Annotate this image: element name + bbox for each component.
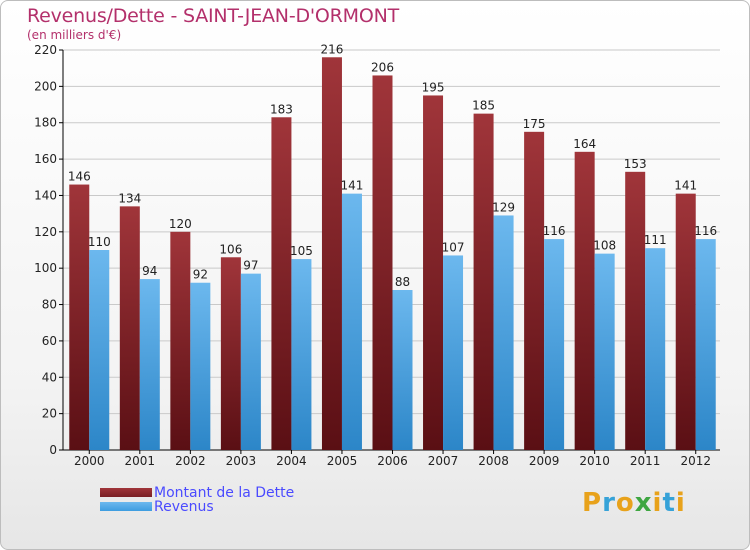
bar-debt xyxy=(220,257,241,450)
x-tick-label: 2005 xyxy=(327,454,358,468)
legend-swatch-revenue xyxy=(100,502,152,511)
bar-revenue xyxy=(594,253,615,450)
bar-revenue-label: 92 xyxy=(193,268,208,282)
bar-revenue-label: 105 xyxy=(290,244,313,258)
bar-debt-label: 183 xyxy=(270,102,293,116)
logo-letter: P xyxy=(582,488,603,518)
bar-revenue-label: 107 xyxy=(442,240,465,254)
legend-swatch-debt xyxy=(100,488,152,497)
bar-debt xyxy=(119,206,140,450)
bar-revenue-label: 110 xyxy=(88,235,111,249)
bar-revenue xyxy=(89,250,110,450)
y-tick-label: 60 xyxy=(42,334,57,348)
bar-revenue-label: 129 xyxy=(492,200,515,214)
bar-debt-label: 206 xyxy=(371,60,394,74)
bar-debt-label: 153 xyxy=(624,157,647,171)
x-tick-label: 2011 xyxy=(630,454,661,468)
chart-title: Revenus/Dette - SAINT-JEAN-D'ORMONT xyxy=(27,5,400,27)
bar-revenue xyxy=(341,193,362,451)
x-tick-label: 2012 xyxy=(680,454,711,468)
bar-revenue xyxy=(645,248,666,450)
bar-debt xyxy=(69,184,90,450)
bar-revenue-label: 97 xyxy=(243,259,258,273)
bar-revenue xyxy=(392,290,413,450)
y-tick-label: 160 xyxy=(34,152,57,166)
logo-letter: t xyxy=(662,488,676,518)
y-tick-label: 40 xyxy=(42,370,57,384)
bar-revenue xyxy=(544,239,565,450)
y-tick-label: 20 xyxy=(42,407,57,421)
y-tick-label: 120 xyxy=(34,225,57,239)
x-tick-label: 2002 xyxy=(175,454,206,468)
bar-revenue-label: 94 xyxy=(142,264,157,278)
logo-letter: x xyxy=(634,488,653,518)
y-tick-label: 180 xyxy=(34,116,57,130)
x-tick-label: 2003 xyxy=(226,454,257,468)
bar-revenue xyxy=(190,282,211,450)
bar-revenue-label: 116 xyxy=(694,224,717,238)
y-tick-label: 200 xyxy=(34,79,57,93)
bar-debt-label: 141 xyxy=(674,179,697,193)
bar-revenue xyxy=(443,255,464,450)
bar-debt xyxy=(271,117,292,450)
bar-revenue xyxy=(695,239,716,450)
bar-debt xyxy=(423,95,444,451)
bar-revenue-label: 141 xyxy=(341,179,364,193)
bar-debt-label: 106 xyxy=(219,242,242,256)
bar-revenue-label: 111 xyxy=(644,233,667,247)
legend-label-revenue: Revenus xyxy=(154,499,214,515)
bar-debt-label: 164 xyxy=(573,137,596,151)
x-tick-label: 2004 xyxy=(276,454,307,468)
bar-revenue xyxy=(240,273,261,450)
chart-subtitle: (en milliers d'€) xyxy=(27,28,122,42)
bar-revenue-label: 108 xyxy=(593,239,616,253)
bar-debt xyxy=(675,193,696,451)
bar-debt-label: 120 xyxy=(169,217,192,231)
bar-revenue xyxy=(139,279,160,450)
bar-debt xyxy=(473,113,494,451)
y-tick-label: 80 xyxy=(42,298,57,312)
bar-debt xyxy=(625,171,646,450)
logo-letter: r xyxy=(602,488,616,518)
logo-letter: i xyxy=(652,488,663,518)
bar-revenue xyxy=(291,259,312,450)
x-tick-label: 2008 xyxy=(478,454,509,468)
bar-debt-label: 146 xyxy=(68,170,91,184)
proxiti-logo: Proxiti xyxy=(582,488,686,518)
legend-label-debt: Montant de la Dette xyxy=(154,485,295,501)
x-tick-label: 2006 xyxy=(377,454,408,468)
bar-debt xyxy=(321,57,342,450)
y-tick-label: 140 xyxy=(34,188,57,202)
x-tick-label: 2007 xyxy=(428,454,459,468)
x-tick-label: 2009 xyxy=(529,454,560,468)
bar-revenue-label: 116 xyxy=(543,224,566,238)
bar-debt-label: 175 xyxy=(523,117,546,131)
bar-debt-label: 195 xyxy=(422,80,445,94)
bar-debt xyxy=(574,151,595,450)
x-tick-label: 2010 xyxy=(579,454,610,468)
x-tick-label: 2001 xyxy=(125,454,156,468)
y-tick-label: 0 xyxy=(49,443,57,457)
bar-debt xyxy=(372,75,393,451)
bar-revenue-label: 88 xyxy=(395,275,410,289)
bar-debt-label: 134 xyxy=(118,191,141,205)
y-tick-label: 100 xyxy=(34,261,57,275)
bar-debt-label: 216 xyxy=(321,42,344,56)
logo-letter: o xyxy=(615,488,635,518)
bar-revenue xyxy=(493,215,514,450)
logo-letter: i xyxy=(675,488,686,518)
bar-debt xyxy=(170,231,191,450)
bar-debt xyxy=(524,131,545,450)
bar-debt-label: 185 xyxy=(472,99,495,113)
y-tick-label: 220 xyxy=(34,43,57,57)
x-tick-label: 2000 xyxy=(74,454,105,468)
